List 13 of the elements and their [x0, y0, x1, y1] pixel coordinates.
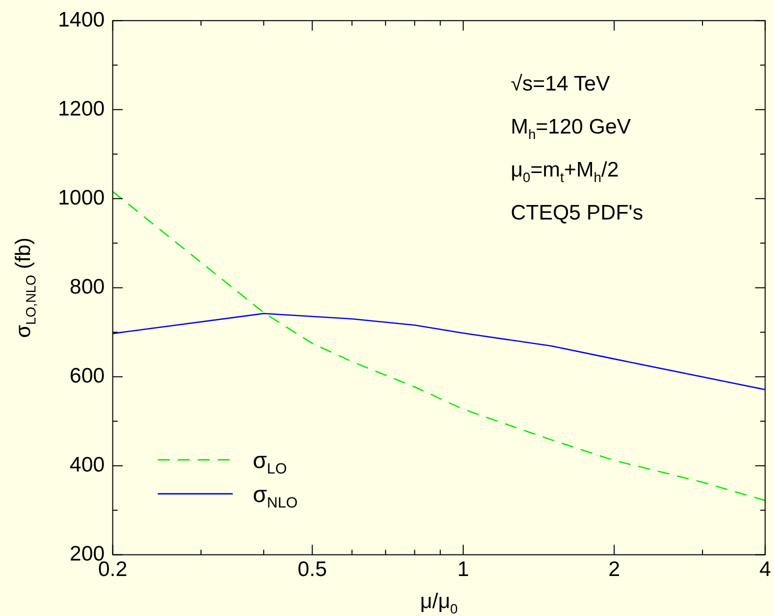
y-tick-label: 1400 [58, 8, 105, 32]
y-tick-label: 1200 [58, 97, 105, 120]
x-tick-label: 1 [457, 558, 470, 582]
x-tick-label: 2 [608, 558, 620, 582]
y-axis-title: σLO,NLO (fb) [12, 238, 38, 338]
y-tick-label: 1000 [58, 186, 105, 210]
x-tick-label: 0.5 [298, 558, 327, 582]
y-tick-label: 400 [70, 454, 105, 477]
annotation: CTEQ5 PDF's [510, 202, 644, 225]
x-tick-label: 4 [759, 558, 772, 582]
y-tick-label: 800 [70, 275, 105, 298]
annotation: √s=14 TeV [510, 72, 610, 96]
y-tick-label: 600 [70, 364, 105, 388]
